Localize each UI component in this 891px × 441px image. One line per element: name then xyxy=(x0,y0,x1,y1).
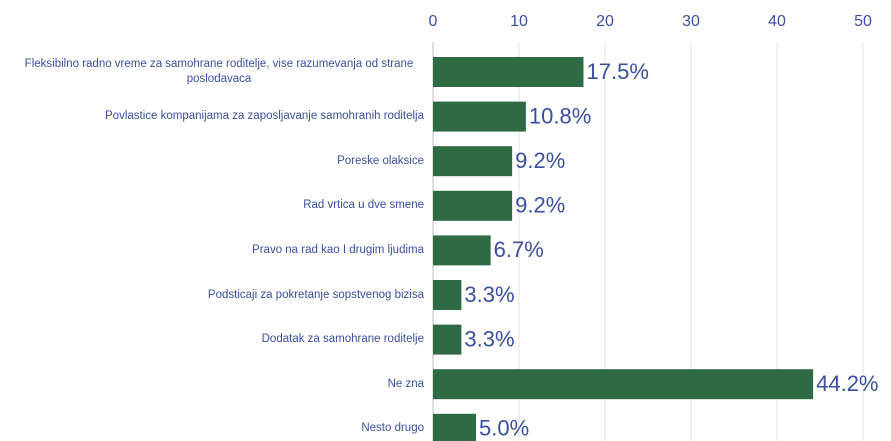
category-label-box: Nesto drugo xyxy=(10,409,424,441)
y-tick-label: Pravo na rad kao I drugim ljudima xyxy=(252,243,424,256)
value-label: 10.8% xyxy=(529,103,591,128)
bar xyxy=(433,101,526,132)
category-label-box: Podsticaji za pokretanje sopstvenog bizi… xyxy=(10,275,424,315)
value-label: 44.2% xyxy=(816,371,878,396)
y-tick-label: Dodatak za samohrane roditelje xyxy=(261,333,424,346)
x-tick-label: 0 xyxy=(429,13,438,30)
y-tick-label: Povlastice kompanijama za zaposljavanje … xyxy=(105,110,424,123)
category-label-box: Ne zna xyxy=(10,364,424,404)
bar xyxy=(433,413,476,441)
x-tick-label: 20 xyxy=(596,13,614,30)
value-label: 3.3% xyxy=(464,326,514,351)
x-tick-label: 50 xyxy=(854,13,872,30)
y-tick-label: Podsticaji za pokretanje sopstvenog bizi… xyxy=(207,288,424,301)
y-tick-label: Fleksibilno radno vreme za samohrane rod… xyxy=(24,58,414,85)
bar xyxy=(433,280,462,310)
category-label-box: Rad vrtica u dve smene xyxy=(10,186,424,226)
category-label-box: Fleksibilno radno vreme za samohrane rod… xyxy=(10,52,424,92)
bar xyxy=(433,324,462,355)
x-tick-label: 30 xyxy=(682,13,700,30)
x-tick-label: 40 xyxy=(768,13,786,30)
value-label: 9.2% xyxy=(515,193,565,218)
category-label-box: Dodatak za samohrane roditelje xyxy=(10,320,424,360)
y-tick-label: Rad vrtica u dve smene xyxy=(303,199,424,212)
bar xyxy=(433,235,491,266)
value-label: 5.0% xyxy=(479,416,529,441)
x-tick-label: 10 xyxy=(510,13,528,30)
y-tick-label: Nesto drugo xyxy=(361,422,424,435)
category-label-box: Pravo na rad kao I drugim ljudima xyxy=(10,230,424,270)
value-label: 6.7% xyxy=(494,237,544,262)
bar xyxy=(433,190,513,221)
bar xyxy=(433,57,584,87)
value-label: 17.5% xyxy=(587,59,649,84)
value-label: 3.3% xyxy=(464,282,514,307)
y-tick-label: Poreske olaksice xyxy=(337,154,424,167)
category-label-box: Povlastice kompanijama za zaposljavanje … xyxy=(10,97,424,137)
value-label: 9.2% xyxy=(515,148,565,173)
category-label-box: Poreske olaksice xyxy=(10,141,424,181)
y-tick-label: Ne zna xyxy=(387,377,424,390)
bar xyxy=(433,146,513,177)
bar xyxy=(433,369,814,400)
